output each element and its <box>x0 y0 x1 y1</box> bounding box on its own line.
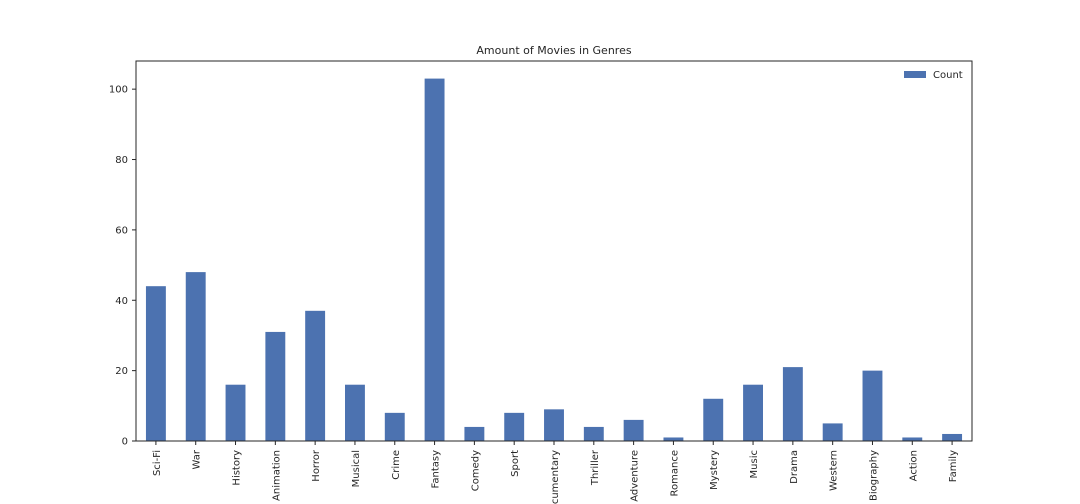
bar-thriller <box>583 426 604 441</box>
bar-fantasy <box>424 78 445 441</box>
bar-comedy <box>464 426 485 441</box>
y-tick-label-20: 20 <box>115 366 128 377</box>
y-tick-label-100: 100 <box>109 85 128 96</box>
x-tick-label-comedy: Comedy <box>470 450 481 491</box>
x-tick-label-history: History <box>232 450 243 486</box>
bar-war <box>185 272 206 441</box>
bar-documentary <box>544 409 564 441</box>
bar-sci-fi <box>145 286 166 441</box>
bars-group <box>145 78 963 441</box>
x-tick-label-musical: Musical <box>351 450 362 487</box>
x-tick-label-action: Action <box>908 450 919 481</box>
x-tick-label-biography: Biography <box>868 450 879 501</box>
bar-crime <box>384 412 405 441</box>
bar-animation <box>265 331 286 441</box>
y-axis: 0 20 40 60 80 100 <box>109 85 136 448</box>
x-tick-label-drama: Drama <box>789 450 800 484</box>
x-tick-label-family: Family <box>948 450 959 482</box>
x-axis: Sci-Fi War History Animation Horror Musical Cr… <box>152 441 959 504</box>
x-tick-label-romance: Romance <box>669 450 680 496</box>
x-tick-label-adventure: Adventure <box>630 450 641 502</box>
bar-horror <box>305 310 326 441</box>
bar-musical <box>345 384 365 441</box>
bar-history <box>225 384 246 441</box>
legend-swatch-count <box>904 71 926 78</box>
x-tick-label-music: Music <box>749 450 760 478</box>
x-tick-label-thriller: Thriller <box>590 449 601 486</box>
bar-drama <box>782 367 803 441</box>
y-tick-label-80: 80 <box>115 155 128 166</box>
y-tick-label-0: 0 <box>122 437 128 448</box>
x-tick-label-crime: Crime <box>391 450 402 480</box>
x-tick-label-horror: Horror <box>311 449 322 482</box>
x-tick-label-fantasy: Fantasy <box>431 450 442 489</box>
bar-biography <box>862 370 883 441</box>
x-tick-label-mystery: Mystery <box>709 450 720 490</box>
legend-label-count: Count <box>933 70 963 81</box>
bar-mystery <box>703 398 724 441</box>
bar-family <box>942 433 963 441</box>
plot-frame <box>135 60 973 442</box>
bar-action <box>902 437 923 441</box>
bar-music <box>743 384 763 441</box>
x-tick-label-war: War <box>192 449 203 469</box>
chart-title: Amount of Movies in Genres <box>476 44 631 57</box>
legend: Count <box>904 70 963 81</box>
y-tick-label-60: 60 <box>115 225 128 236</box>
bar-sport <box>504 412 525 441</box>
x-tick-label-documentary: Documentary <box>550 450 561 504</box>
x-tick-label-animation: Animation <box>271 450 282 501</box>
bar-adventure <box>623 419 644 441</box>
bar-western <box>822 423 843 441</box>
y-tick-label-40: 40 <box>115 296 128 307</box>
x-tick-label-sci-fi: Sci-Fi <box>152 450 163 476</box>
bar-romance <box>663 437 684 441</box>
x-tick-label-western: Western <box>829 450 840 491</box>
x-tick-label-sport: Sport <box>510 450 521 477</box>
